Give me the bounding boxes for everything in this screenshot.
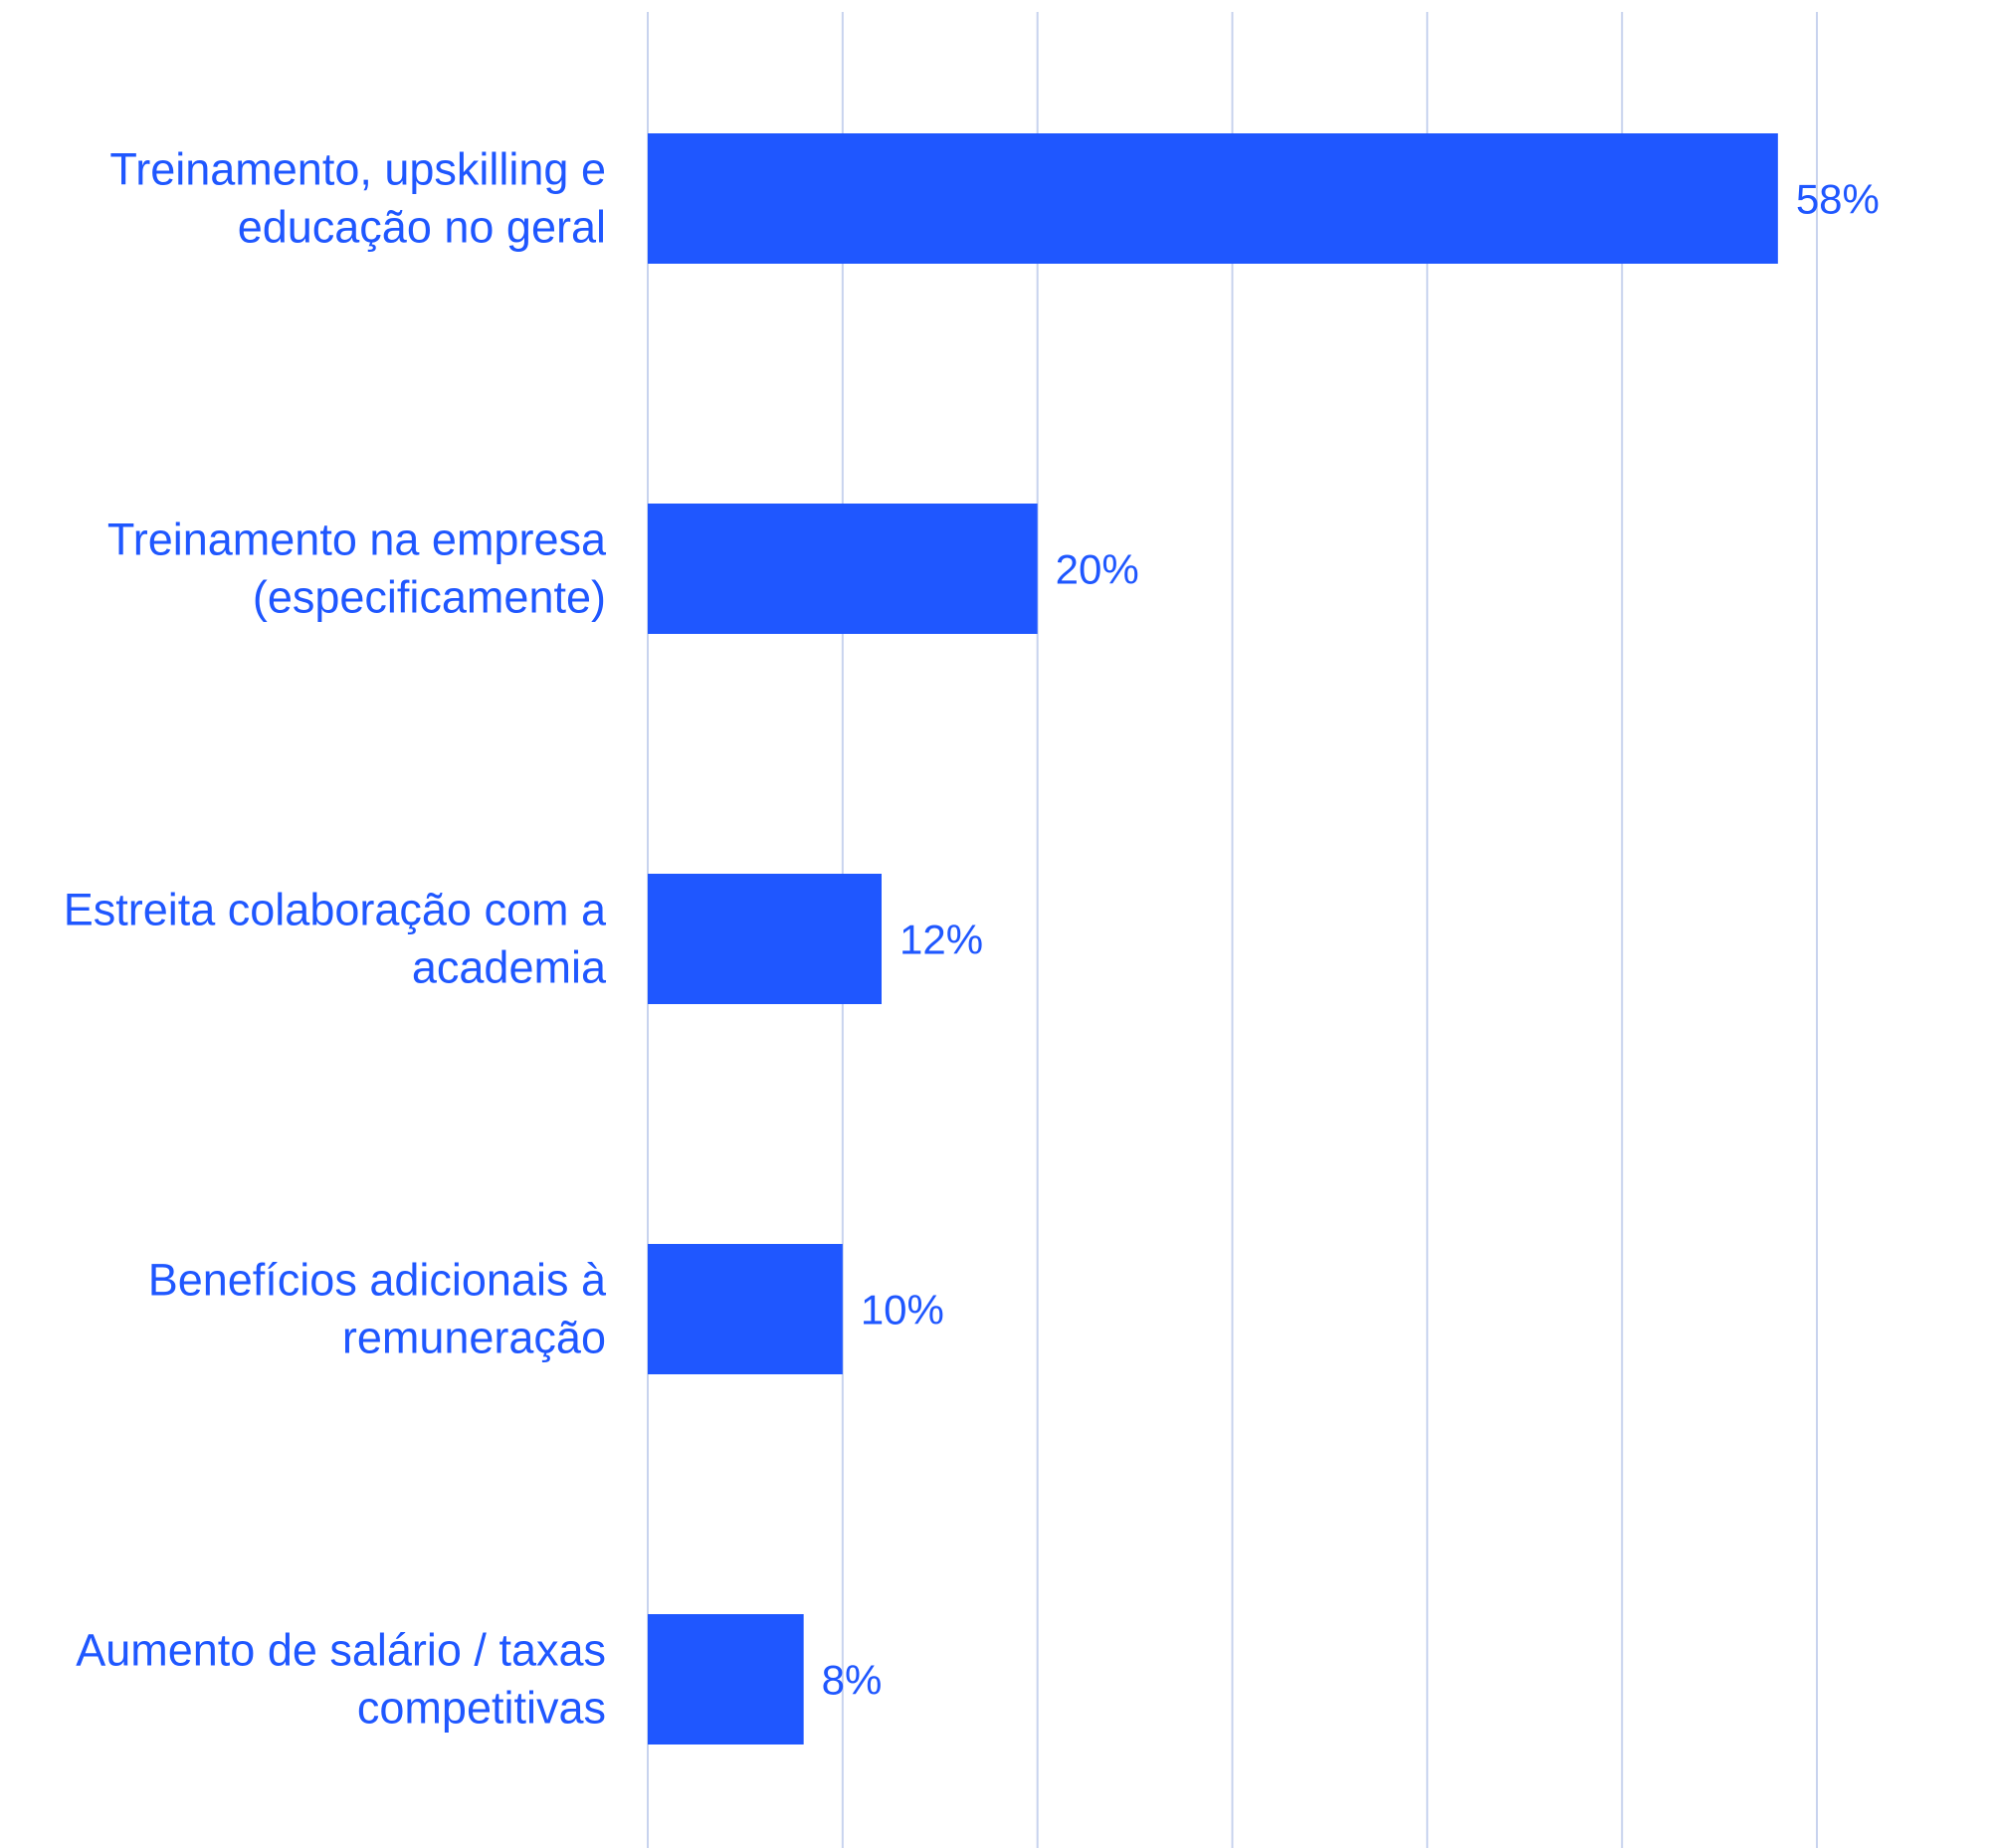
category-label-2: Estreita colaboração com a academia <box>64 885 607 993</box>
category-label-line: Treinamento na empresa <box>107 514 607 565</box>
value-label-1: 20% <box>1056 546 1139 593</box>
value-label-4: 8% <box>822 1657 883 1704</box>
category-label-0: Treinamento, upskilling e educação no ger… <box>109 144 606 253</box>
category-label-line: Aumento de salário / taxas <box>76 1625 606 1676</box>
value-label-3: 10% <box>861 1287 944 1334</box>
category-label-line: Estreita colaboração com a <box>64 885 607 935</box>
bar-3 <box>648 1244 843 1374</box>
category-label-line: Benefícios adicionais à <box>148 1255 607 1306</box>
category-label-line: Treinamento, upskilling e <box>109 144 606 195</box>
bar-4 <box>648 1614 804 1745</box>
category-label-line: educação no geral <box>238 202 606 253</box>
category-label-line: competitivas <box>357 1683 606 1734</box>
bars <box>648 133 1778 1745</box>
value-labels: 58% 20% 12% 10% 8% <box>822 176 1880 1704</box>
category-label-line: remuneração <box>342 1313 606 1363</box>
category-label-1: Treinamento na empresa (especificamente) <box>107 514 607 623</box>
category-label-line: (especificamente) <box>253 572 606 623</box>
category-label-line: academia <box>412 942 607 993</box>
category-labels: Treinamento, upskilling e educação no ger… <box>64 144 607 1734</box>
bar-0 <box>648 133 1778 264</box>
category-label-3: Benefícios adicionais à remuneração <box>148 1255 607 1363</box>
category-label-4: Aumento de salário / taxas competitivas <box>76 1625 606 1734</box>
bar-1 <box>648 504 1038 634</box>
bar-2 <box>648 874 882 1004</box>
value-label-2: 12% <box>899 917 983 963</box>
value-label-0: 58% <box>1796 176 1880 223</box>
gridlines <box>647 12 1818 1848</box>
